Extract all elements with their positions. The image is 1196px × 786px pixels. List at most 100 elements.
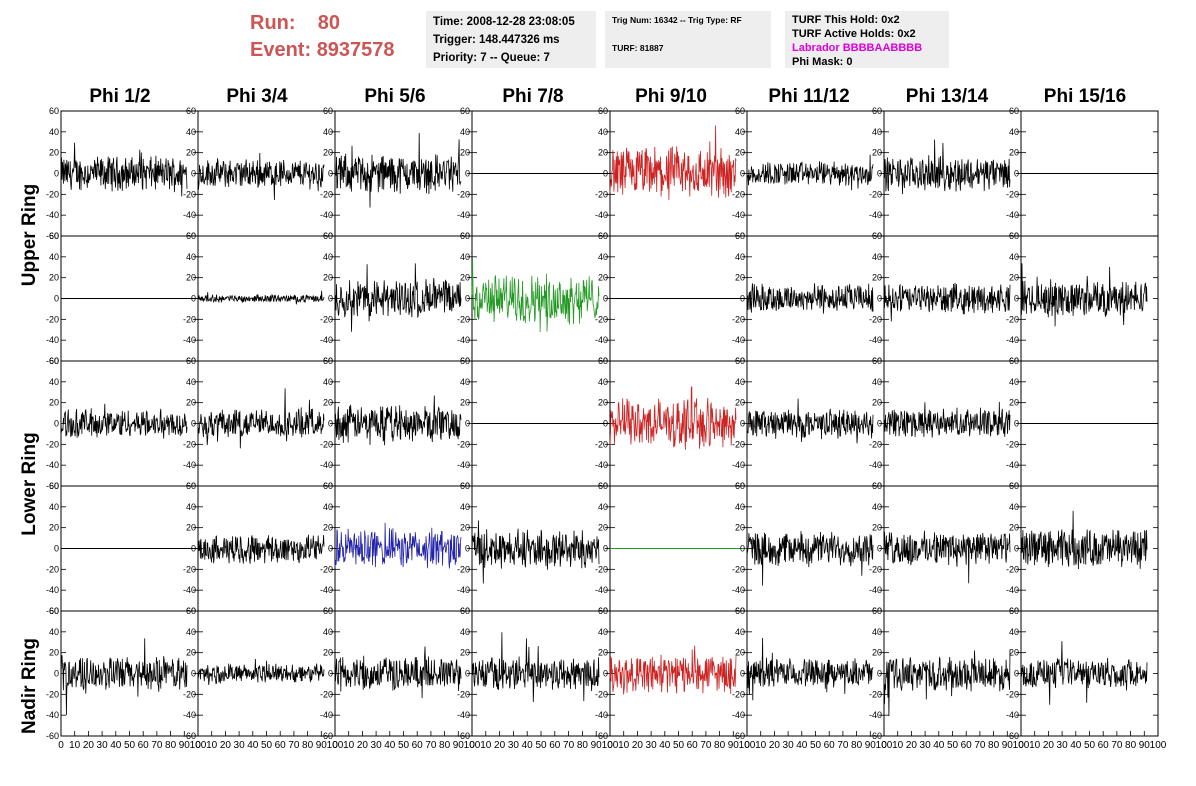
y-tick-label: 20 bbox=[460, 273, 470, 283]
y-tick-label: -40 bbox=[183, 585, 196, 595]
y-tick-label: 40 bbox=[323, 502, 333, 512]
x-tick-label: 50 bbox=[810, 740, 822, 751]
y-tick-label: 0 bbox=[1014, 169, 1019, 179]
y-tick-label: -20 bbox=[869, 189, 882, 199]
event-label: Event: bbox=[250, 39, 312, 61]
y-tick-label: 0 bbox=[877, 419, 882, 429]
y-tick-label: 20 bbox=[872, 648, 882, 658]
column-header-5: Phi 9/10 bbox=[635, 86, 707, 107]
column-header-3: Phi 5/6 bbox=[364, 86, 426, 107]
y-tick-label: 60 bbox=[186, 481, 196, 491]
y-tick-label: 20 bbox=[1009, 148, 1019, 158]
y-tick-label: 0 bbox=[328, 419, 333, 429]
x-tick-label: 40 bbox=[247, 740, 259, 751]
y-tick-label: -20 bbox=[457, 439, 470, 449]
y-tick-label: 0 bbox=[740, 294, 745, 304]
y-tick-label: -20 bbox=[732, 689, 745, 699]
waveform-series bbox=[746, 531, 874, 586]
y-tick-label: -60 bbox=[1006, 731, 1019, 741]
y-tick-label: 0 bbox=[191, 419, 196, 429]
panel-frame bbox=[334, 235, 473, 362]
labrador-text: Labrador BBBBAABBBB bbox=[792, 42, 923, 54]
y-tick-label: 0 bbox=[54, 669, 59, 679]
run-label: Run: bbox=[250, 12, 296, 34]
y-tick-label: 40 bbox=[460, 377, 470, 387]
y-tick-label: 0 bbox=[328, 544, 333, 554]
y-tick-label: -20 bbox=[183, 689, 196, 699]
y-tick-label: -60 bbox=[46, 731, 59, 741]
x-tick-label: 50 bbox=[535, 740, 547, 751]
waveform-series bbox=[197, 290, 325, 305]
waveform-series bbox=[197, 152, 325, 201]
y-tick-label: -20 bbox=[46, 439, 59, 449]
y-tick-label: -20 bbox=[457, 314, 470, 324]
y-tick-label: 60 bbox=[49, 481, 59, 491]
waveform-panel-r4-c1: -60 -40 -20 0 20 40 60 bbox=[46, 481, 199, 616]
y-tick-label: 40 bbox=[1009, 377, 1019, 387]
x-tick-label: 60 bbox=[961, 740, 973, 751]
y-tick-label: 60 bbox=[872, 356, 882, 366]
y-tick-label: 0 bbox=[328, 294, 333, 304]
y-tick-label: 20 bbox=[323, 523, 333, 533]
y-tick-label: -40 bbox=[320, 585, 333, 595]
y-tick-label: -20 bbox=[46, 189, 59, 199]
y-tick-label: 0 bbox=[191, 669, 196, 679]
x-tick-label: 40 bbox=[110, 740, 122, 751]
y-tick-label: -20 bbox=[457, 564, 470, 574]
x-tick-label: 100 bbox=[327, 740, 344, 751]
y-tick-label: 60 bbox=[735, 356, 745, 366]
y-tick-label: -20 bbox=[732, 189, 745, 199]
waveform-series bbox=[609, 645, 737, 695]
y-tick-label: 60 bbox=[323, 106, 333, 116]
y-tick-label: 40 bbox=[598, 627, 608, 637]
waveform-panel-r5-c4: -60 -40 -20 0 20 40 60 bbox=[457, 606, 611, 741]
y-tick-label: -40 bbox=[595, 335, 608, 345]
y-tick-label: 60 bbox=[1009, 231, 1019, 241]
x-tick-label: 30 bbox=[1057, 740, 1069, 751]
y-tick-label: 0 bbox=[191, 294, 196, 304]
y-tick-label: 40 bbox=[460, 502, 470, 512]
y-tick-label: -40 bbox=[320, 335, 333, 345]
y-tick-label: 60 bbox=[872, 106, 882, 116]
x-tick-label: 0 bbox=[58, 740, 64, 751]
x-tick-label: 0 bbox=[332, 740, 338, 751]
y-tick-label: -20 bbox=[183, 189, 196, 199]
waveform-panel-r5-c7: -60 -40 -20 0 20 40 60 bbox=[869, 606, 1022, 741]
y-tick-label: 20 bbox=[598, 273, 608, 283]
y-tick-label: 60 bbox=[872, 606, 882, 616]
y-tick-label: -20 bbox=[869, 439, 882, 449]
waveform-panel-r2-c1: -60 -40 -20 0 20 40 60 bbox=[46, 231, 199, 366]
y-tick-label: -20 bbox=[1006, 689, 1019, 699]
y-tick-label: 20 bbox=[323, 398, 333, 408]
x-tick-label: 10 bbox=[892, 740, 904, 751]
turf-info-box: TURF This Hold: 0x2 TURF Active Holds: 0… bbox=[785, 11, 949, 68]
y-tick-label: 60 bbox=[598, 481, 608, 491]
x-tick-label: 50 bbox=[947, 740, 959, 751]
waveform-series bbox=[746, 637, 874, 701]
waveform-series bbox=[197, 658, 325, 685]
x-tick-label: 80 bbox=[988, 740, 1000, 751]
y-tick-label: -20 bbox=[595, 689, 608, 699]
x-tick-label: 100 bbox=[602, 740, 619, 751]
y-tick-label: -40 bbox=[732, 210, 745, 220]
y-tick-label: 20 bbox=[735, 273, 745, 283]
y-tick-label: -40 bbox=[457, 710, 470, 720]
x-tick-label: 60 bbox=[138, 740, 150, 751]
y-tick-label: 20 bbox=[1009, 273, 1019, 283]
turf-hold-text: TURF This Hold: 0x2 bbox=[792, 14, 900, 26]
y-tick-label: 0 bbox=[54, 419, 59, 429]
x-tick-label: 90 bbox=[316, 740, 328, 751]
waveform-series bbox=[471, 520, 600, 584]
y-tick-label: 60 bbox=[735, 231, 745, 241]
x-tick-label: 80 bbox=[714, 740, 726, 751]
y-tick-label: 0 bbox=[1014, 294, 1019, 304]
x-tick-label: 0 bbox=[1018, 740, 1024, 751]
y-tick-label: 20 bbox=[1009, 648, 1019, 658]
y-tick-label: 20 bbox=[323, 148, 333, 158]
x-tick-label: 20 bbox=[769, 740, 781, 751]
